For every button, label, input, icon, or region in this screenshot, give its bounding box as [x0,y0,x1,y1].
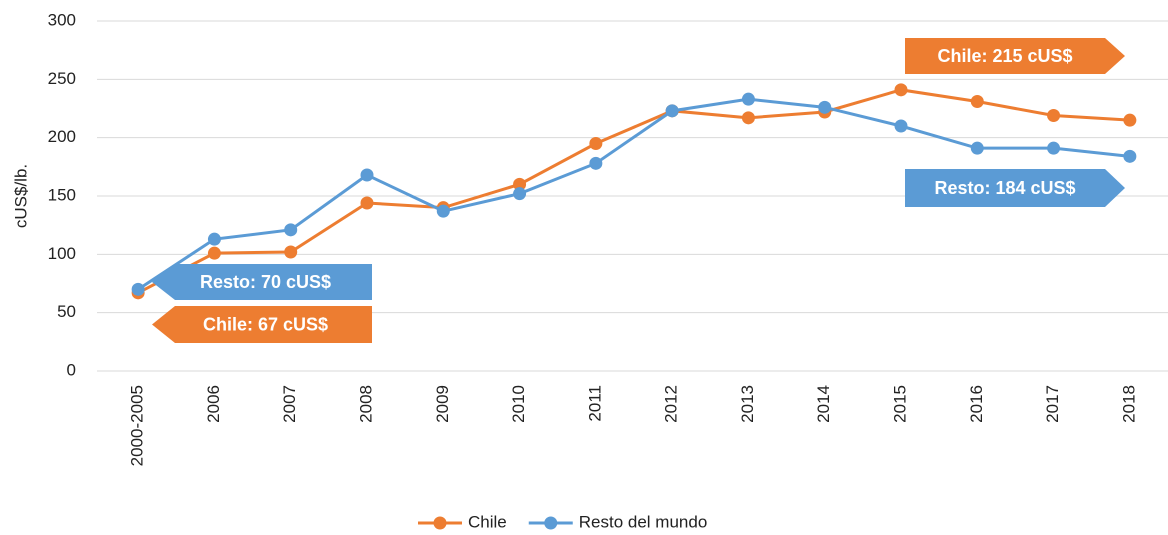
x-tick-label: 2012 [662,385,681,423]
series-point [589,137,603,150]
series-point [513,177,527,191]
x-tick-label: 2015 [890,385,909,423]
series-point [360,196,374,210]
annotation-text: Resto: 70 cUS$ [200,272,331,292]
series-point [894,83,908,97]
x-tick-label: 2011 [585,385,604,422]
x-tick-label: 2017 [1043,385,1062,423]
annotation-text: Chile: 67 cUS$ [203,314,328,334]
series-point [741,111,755,125]
legend-marker [544,516,558,530]
y-tick-label: 250 [48,69,76,88]
y-tick-label: 50 [57,302,76,321]
series-point [970,95,984,108]
series-line [137,97,1131,291]
series-point [970,141,984,155]
series-point [894,119,908,133]
series-point [1123,113,1137,127]
series-point [513,187,527,201]
x-tick-label: 2009 [433,385,452,423]
y-tick-label: 0 [67,360,76,379]
annotation-box [152,306,372,343]
series-point [1047,109,1061,122]
annotation-text: Resto: 184 cUS$ [934,178,1075,198]
y-tick-label: 100 [48,244,76,263]
x-tick-label: 2008 [356,385,375,423]
annotation-box [152,264,372,300]
annotation-box [905,38,1125,74]
series-point [1047,141,1061,155]
x-tick-label: 2018 [1119,385,1138,423]
x-tick-label: 2000-2005 [128,385,147,466]
series-point [1123,149,1137,163]
x-tick-label: 2014 [814,385,833,423]
x-tick-label: 2007 [280,385,299,423]
annotation-box [905,169,1125,207]
legend-label: Chile [468,512,507,531]
series-point [818,100,832,114]
x-tick-label: 2016 [967,385,986,423]
series-point [360,168,374,182]
series-point [589,156,603,170]
y-tick-label: 300 [48,10,76,29]
legend-marker [433,516,447,530]
series-line [137,88,1130,295]
y-tick-label: 150 [48,185,76,204]
series-point [284,245,298,259]
legend-label: Resto del mundo [579,512,708,531]
x-tick-label: 2013 [738,385,757,423]
y-tick-label: 200 [48,127,76,146]
series-point [436,204,450,218]
x-tick-label: 2010 [509,385,528,423]
series-point [207,246,221,260]
series-point [284,223,298,237]
annotation-text: Chile: 215 cUS$ [937,46,1072,66]
series-point [131,282,145,296]
y-axis-label: cUS$/lb. [11,164,30,228]
series-point [207,232,221,246]
series-point [741,92,755,106]
series-point [665,104,679,118]
x-tick-label: 2006 [204,385,223,423]
